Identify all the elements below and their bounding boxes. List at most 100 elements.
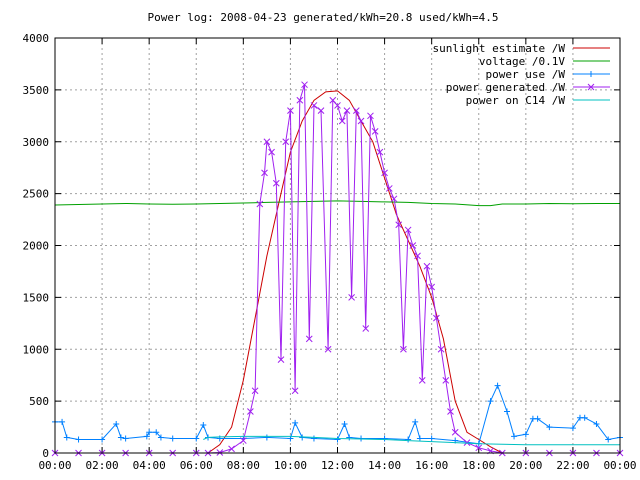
series-power-on-c14-w xyxy=(203,435,620,446)
data-point xyxy=(146,429,153,436)
data-point xyxy=(261,169,268,177)
data-point xyxy=(404,226,412,234)
x-tick-label: 04:00 xyxy=(133,459,166,472)
data-point xyxy=(428,283,436,291)
data-point xyxy=(414,252,421,260)
legend-label: power generated /W xyxy=(446,81,566,94)
data-point xyxy=(75,436,82,443)
data-point xyxy=(385,185,393,192)
data-point xyxy=(343,107,351,114)
data-point xyxy=(442,377,450,384)
data-point xyxy=(412,418,419,425)
data-point xyxy=(239,437,247,444)
data-point xyxy=(256,200,264,208)
data-point xyxy=(334,102,341,109)
data-point xyxy=(263,138,271,146)
data-point xyxy=(346,434,353,441)
series-line xyxy=(55,84,620,454)
plot-area-border xyxy=(54,37,621,454)
data-point xyxy=(546,424,553,431)
y-tick-label: 1000 xyxy=(23,343,50,356)
data-point xyxy=(416,435,423,442)
data-point xyxy=(122,435,129,442)
data-point xyxy=(357,117,365,125)
x-tick-label: 16:00 xyxy=(415,459,448,472)
data-point xyxy=(143,433,150,440)
data-point xyxy=(511,433,518,440)
data-point xyxy=(362,325,370,332)
y-tick-label: 1500 xyxy=(23,291,50,304)
y-tick-label: 3500 xyxy=(23,84,50,97)
x-tick-label: 12:00 xyxy=(321,459,354,472)
legend-label: power use /W xyxy=(486,68,566,81)
data-point xyxy=(291,387,299,395)
x-tick-label: 00:00 xyxy=(38,459,71,472)
y-tick-label: 2500 xyxy=(23,188,50,201)
x-tick-label: 20:00 xyxy=(509,459,542,472)
y-tick-label: 500 xyxy=(29,395,49,408)
y-tick-label: 4000 xyxy=(23,32,50,45)
data-point xyxy=(376,148,384,156)
data-point xyxy=(587,83,595,91)
data-point xyxy=(428,435,435,442)
data-point xyxy=(200,421,207,428)
data-point xyxy=(157,434,164,441)
data-point xyxy=(282,138,290,146)
data-point xyxy=(228,445,235,453)
y-tick-label: 3000 xyxy=(23,136,50,149)
data-point xyxy=(263,434,270,441)
y-tick-label: 0 xyxy=(42,447,49,460)
data-point xyxy=(381,169,388,177)
data-point xyxy=(423,262,431,270)
data-point xyxy=(338,117,346,125)
data-point xyxy=(117,434,124,441)
x-tick-label: 02:00 xyxy=(86,459,119,472)
data-point xyxy=(310,102,318,109)
series-power-generated-w xyxy=(51,81,624,457)
y-tick-label: 2000 xyxy=(23,240,50,253)
data-point xyxy=(193,435,200,442)
data-point xyxy=(581,414,588,421)
data-point xyxy=(487,398,494,405)
data-point xyxy=(447,408,454,415)
data-point xyxy=(287,107,294,114)
data-point xyxy=(341,420,348,427)
data-point xyxy=(305,335,313,343)
y-axis-ticks: 0 500 1000 1500 2000 2500 3000 3500 4000 xyxy=(23,32,620,460)
data-point xyxy=(324,345,332,353)
data-point xyxy=(405,436,412,443)
x-tick-label: 00:00 xyxy=(603,459,636,472)
data-point xyxy=(522,431,529,438)
data-point xyxy=(400,345,407,353)
data-point xyxy=(588,71,594,77)
data-point xyxy=(390,195,398,203)
data-point xyxy=(395,221,403,229)
data-point xyxy=(418,377,426,384)
data-point xyxy=(268,148,275,156)
data-point xyxy=(367,112,374,120)
x-axis-ticks: 00:00 02:00 04:00 06:00 08:00 10:00 12:00 14:00… xyxy=(38,38,637,472)
data-point xyxy=(504,408,510,415)
data-point xyxy=(334,436,341,443)
data-point xyxy=(272,179,280,187)
data-point xyxy=(433,314,440,322)
data-point xyxy=(317,107,325,114)
data-point xyxy=(409,242,417,249)
data-point xyxy=(437,345,445,353)
data-point xyxy=(348,294,355,301)
data-point xyxy=(310,435,317,442)
x-tick-label: 14:00 xyxy=(368,459,401,472)
data-point xyxy=(59,418,66,425)
data-point xyxy=(463,439,471,446)
x-tick-label: 22:00 xyxy=(556,459,589,472)
data-point xyxy=(296,96,304,104)
legend-label: sunlight estimate /W xyxy=(433,42,566,55)
data-point xyxy=(277,356,285,363)
data-point xyxy=(153,429,160,436)
grid-lines xyxy=(55,38,620,453)
data-point xyxy=(99,436,106,443)
data-point xyxy=(381,435,388,442)
data-point xyxy=(371,128,379,135)
